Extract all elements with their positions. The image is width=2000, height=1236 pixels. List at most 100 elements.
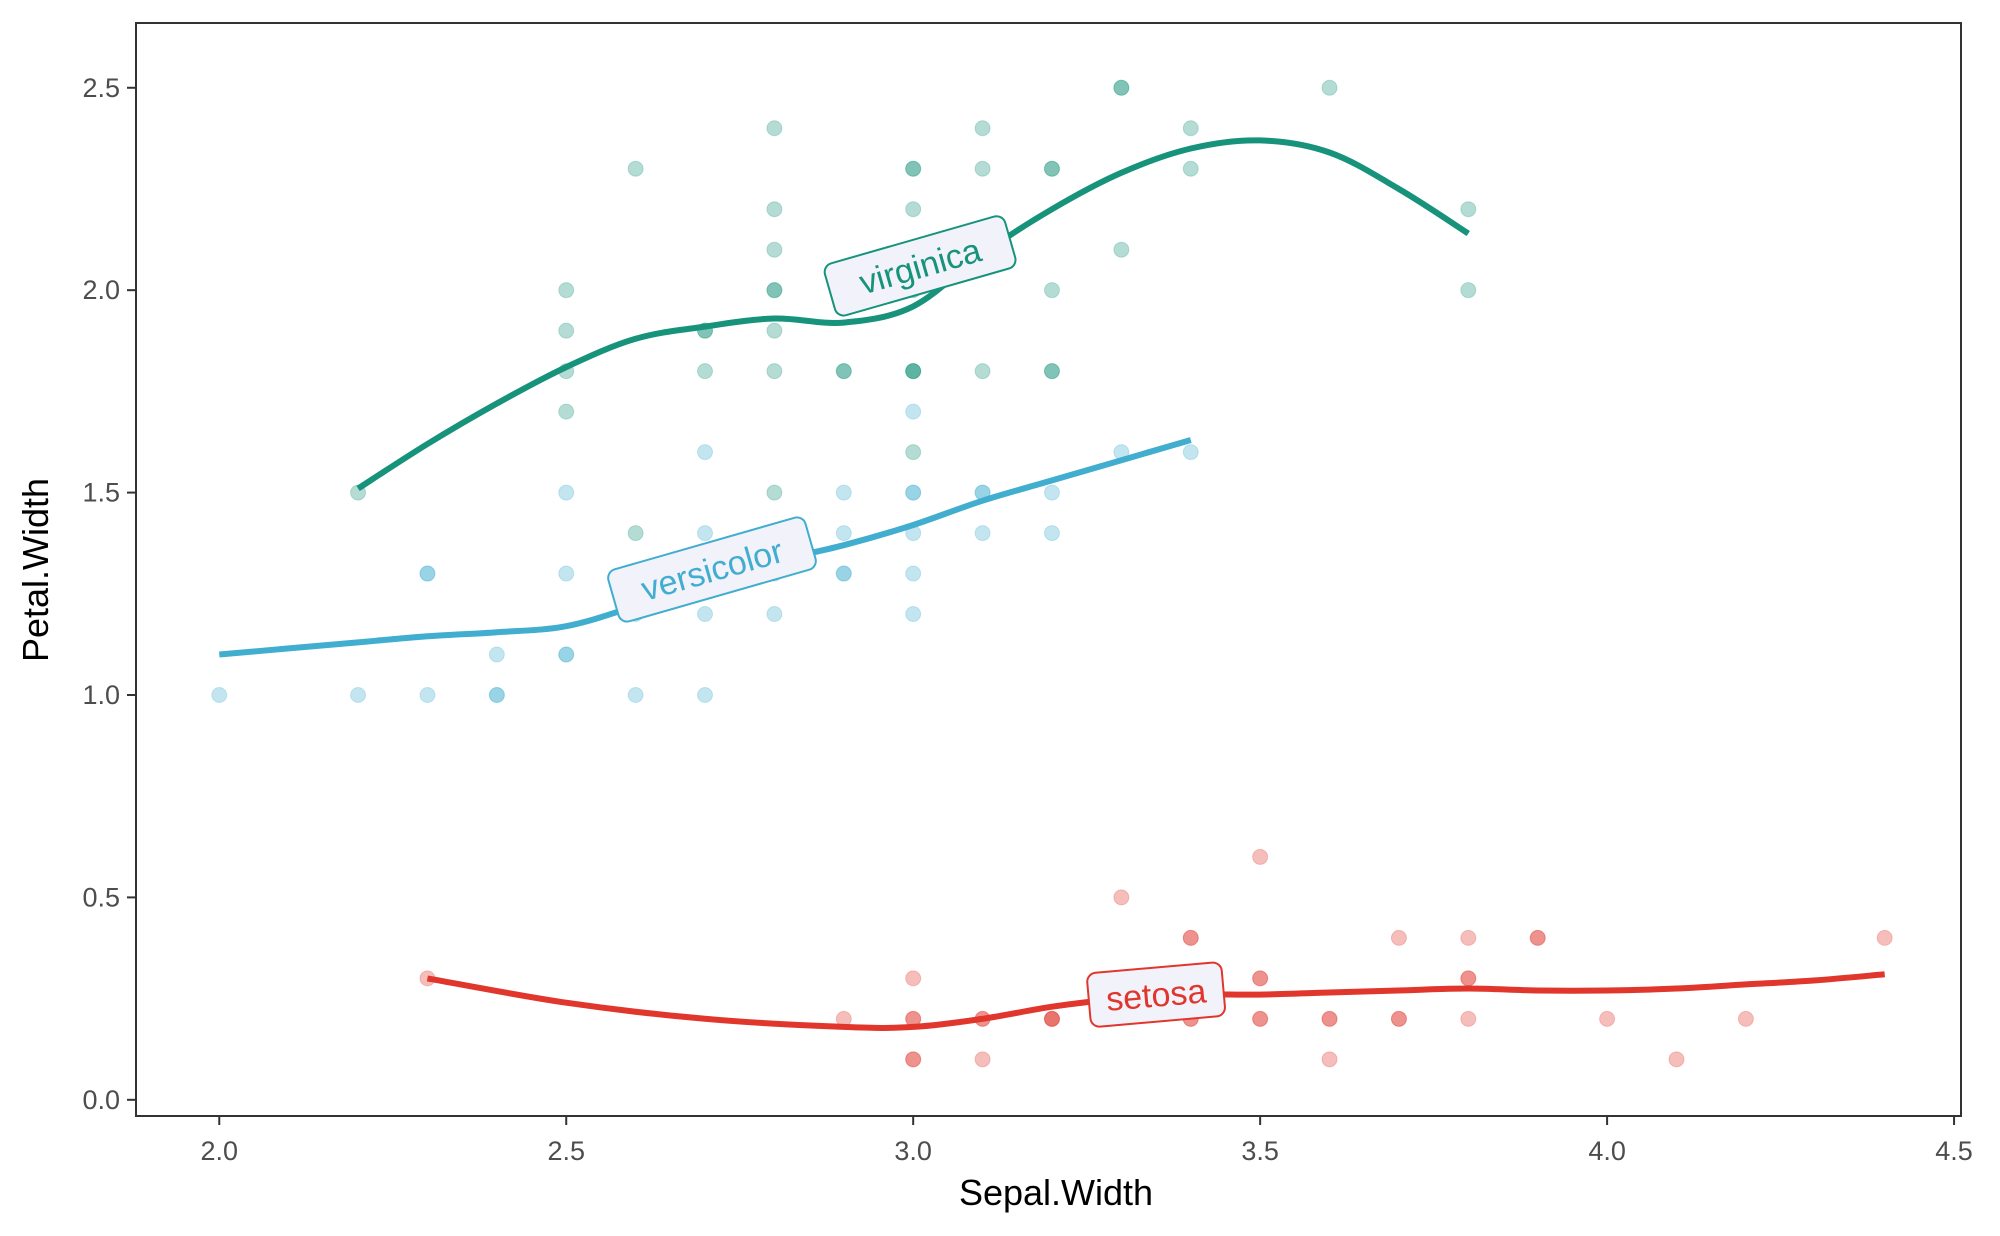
y-tick-label: 0.5 [82, 882, 120, 912]
x-tick-label: 2.0 [200, 1136, 238, 1166]
versicolor-point [766, 606, 783, 623]
versicolor-point [350, 686, 367, 703]
virginica-point [627, 525, 644, 542]
virginica-smooth-line [356, 137, 1470, 492]
versicolor-point [697, 525, 714, 542]
virginica-point [1113, 79, 1130, 96]
versicolor-point [835, 484, 852, 501]
versicolor-point [835, 525, 852, 542]
setosa-point [1043, 1010, 1060, 1027]
virginica-point [766, 322, 783, 339]
virginica-point [835, 363, 852, 380]
virginica-point [697, 363, 714, 380]
setosa-point [1390, 929, 1407, 946]
setosa-point [1043, 1010, 1060, 1027]
virginica-point [1460, 201, 1477, 218]
virginica-point [905, 363, 922, 380]
setosa-point [1321, 1010, 1338, 1027]
virginica-point [1113, 79, 1130, 96]
versicolor-point [697, 686, 714, 703]
setosa-point [1321, 1010, 1338, 1027]
virginica-point [766, 363, 783, 380]
virginica-point [974, 160, 991, 177]
virginica-point [766, 282, 783, 299]
versicolor-point [905, 403, 922, 420]
y-tick-label: 0.0 [82, 1085, 120, 1115]
setosa-point [905, 970, 922, 987]
virginica-point [1043, 363, 1060, 380]
setosa-point [1182, 929, 1199, 946]
virginica-point [1043, 160, 1060, 177]
virginica-point [558, 282, 575, 299]
versicolor-point [1043, 484, 1060, 501]
versicolor-point [558, 484, 575, 501]
versicolor-point [905, 565, 922, 582]
virginica-point [1182, 120, 1199, 137]
versicolor-point [488, 686, 505, 703]
versicolor-point [419, 565, 436, 582]
x-tick-label: 2.5 [547, 1136, 585, 1166]
versicolor-point [1182, 444, 1199, 461]
setosa-point [1390, 1010, 1407, 1027]
virginica-point [766, 201, 783, 218]
x-tick-label: 4.0 [1588, 1136, 1626, 1166]
y-tick-label: 2.0 [82, 275, 120, 305]
versicolor-point [1043, 525, 1060, 542]
virginica-point [766, 120, 783, 137]
virginica-label-box [823, 215, 1017, 317]
setosa-smooth-line [426, 971, 1885, 1031]
versicolor-point [558, 646, 575, 663]
x-axis: 2.0 2.5 3.0 3.5 4.0 4.5 [200, 1116, 1973, 1166]
setosa-point [1252, 970, 1269, 987]
setosa-point [1113, 889, 1130, 906]
setosa-point [905, 1051, 922, 1068]
virginica-point [1321, 79, 1338, 96]
virginica-point [1460, 282, 1477, 299]
virginica-point [905, 363, 922, 380]
points-layer [211, 79, 1893, 1068]
setosa-point [1252, 1010, 1269, 1027]
plot-panel [135, 22, 1962, 1117]
versicolor-label-box [607, 516, 817, 623]
setosa-point [1529, 929, 1546, 946]
virginica-point [1043, 282, 1060, 299]
virginica-point [905, 444, 922, 461]
setosa-point [1390, 1010, 1407, 1027]
setosa-point [1182, 929, 1199, 946]
versicolor-point [419, 686, 436, 703]
virginica-point [905, 363, 922, 380]
virginica-point [558, 322, 575, 339]
versicolor-point [697, 606, 714, 623]
setosa-curve-label: setosa [1086, 961, 1226, 1028]
virginica-point [1043, 160, 1060, 177]
setosa-point [1460, 1010, 1477, 1027]
virginica-point [1113, 241, 1130, 258]
setosa-point [1599, 1010, 1616, 1027]
versicolor-point [835, 565, 852, 582]
virginica-point [905, 201, 922, 218]
versicolor-point [974, 525, 991, 542]
versicolor-point [558, 565, 575, 582]
versicolor-point [905, 484, 922, 501]
setosa-label-text: setosa [1105, 972, 1208, 1019]
versicolor-point [835, 565, 852, 582]
x-tick-label: 3.5 [1241, 1136, 1279, 1166]
setosa-point [1876, 929, 1893, 946]
virginica-point [558, 403, 575, 420]
setosa-point [1252, 848, 1269, 865]
setosa-point [1460, 970, 1477, 987]
setosa-point [974, 1051, 991, 1068]
setosa-point [1737, 1010, 1754, 1027]
virginica-point [627, 160, 644, 177]
virginica-point [974, 363, 991, 380]
versicolor-point [697, 444, 714, 461]
versicolor-point [419, 565, 436, 582]
y-tick-label: 1.0 [82, 680, 120, 710]
virginica-point [766, 282, 783, 299]
setosa-point [1668, 1051, 1685, 1068]
x-axis-title: Sepal.Width [959, 1172, 1153, 1213]
y-tick-label: 1.5 [82, 478, 120, 508]
versicolor-point [905, 606, 922, 623]
